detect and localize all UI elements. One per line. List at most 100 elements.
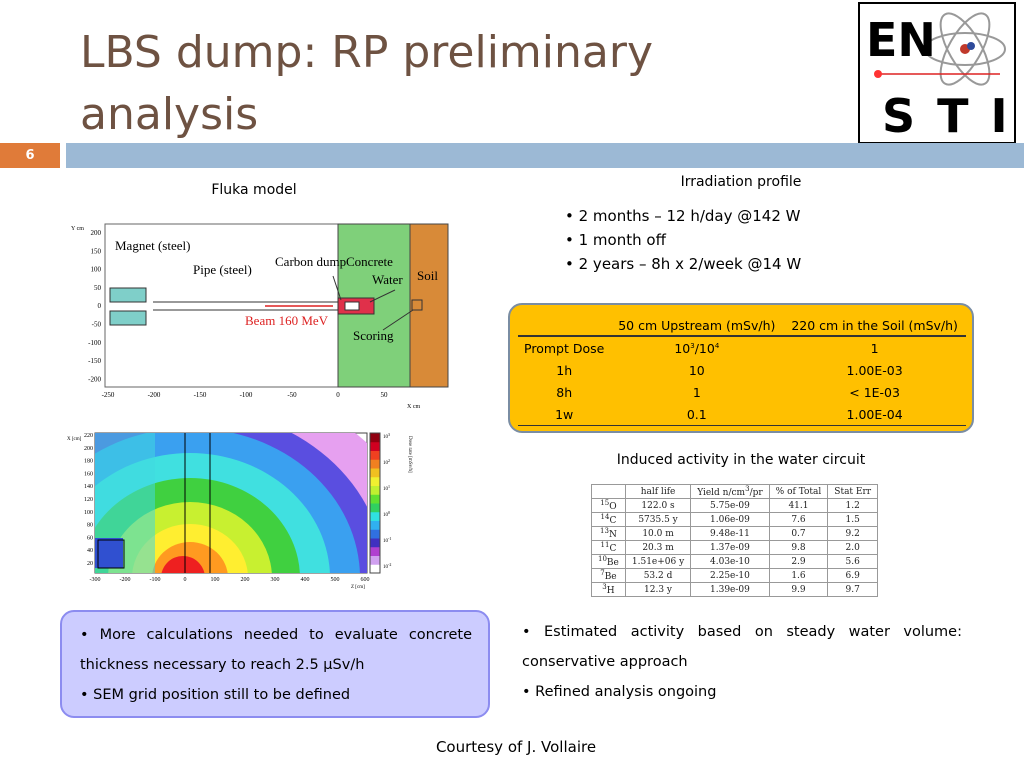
colorbar-step (370, 546, 380, 556)
label: Water (372, 272, 403, 287)
exponent: -1 (388, 536, 391, 541)
y-tick-label: 200 (91, 229, 102, 237)
row: 15O 122.0 s 5.75e-09 41.1 1.2 (591, 498, 879, 513)
exponent: 2 (388, 458, 390, 463)
element-symbol: Be (604, 572, 617, 582)
logo-top: EN (866, 13, 936, 67)
header-cell: half life (624, 484, 692, 499)
colorbar-title: Dose rate [mSv/h] (407, 436, 412, 473)
cell: 2.25e-10 (690, 568, 770, 583)
colorbar-step (370, 459, 380, 469)
header-cell: % of Total (768, 484, 829, 499)
cell: 1.6 (768, 568, 829, 583)
x-tick-label: -50 (287, 391, 297, 399)
arrow (382, 309, 414, 331)
header-row: half life Yield n/cm3/pr % of Total Stat… (591, 484, 879, 499)
axis-label: Y cm (71, 226, 84, 232)
x-tick-label: 0 (184, 577, 187, 583)
slide-title: LBS dump: RP preliminary analysis (80, 27, 653, 140)
cell: 1 (870, 340, 879, 356)
header-cell: Stat Err (827, 484, 879, 499)
x-tick-label: 300 (271, 577, 280, 583)
element-symbol: O (609, 502, 617, 512)
isotope-cell: 10Be (591, 554, 626, 569)
activity-table: half life Yield n/cm3/pr % of Total Stat… (591, 484, 879, 597)
cell: 1.39e-09 (690, 582, 770, 597)
y-tick-label: 100 (84, 510, 93, 516)
band (95, 538, 123, 568)
isotope-cell: 13N (591, 526, 626, 541)
cell: 2.9 (768, 554, 829, 569)
y-tick-label: 150 (91, 247, 102, 255)
row: 7Be 53.2 d 2.25e-10 1.6 6.9 (591, 568, 879, 583)
cell: 6.9 (827, 568, 879, 583)
cell: 103/104 (610, 336, 783, 359)
row: 1h 10 1.00E-03 (518, 359, 966, 381)
cell: 41.1 (768, 498, 829, 513)
y-tick-label: 60 (87, 535, 93, 541)
y-tick-label: 40 (87, 548, 93, 554)
colorbar-step (370, 433, 380, 443)
superscript: 3 (690, 341, 695, 350)
x-tick-label: -250 (102, 391, 115, 399)
y-tick-label: 80 (87, 523, 93, 529)
colorbar-step (370, 494, 380, 504)
element-symbol: C (609, 516, 617, 526)
cell: 5.75e-09 (690, 498, 770, 513)
cell: 1.37e-09 (690, 540, 770, 555)
x-tick-label: 0 (336, 391, 340, 399)
x-tick-label: 500 (331, 577, 340, 583)
label: Carbon dump (275, 254, 346, 269)
label: Scoring (353, 328, 394, 343)
y-tick-label: 20 (87, 561, 93, 567)
x-tick-label: 400 (301, 577, 310, 583)
row: 8h 1 < 1E-03 (518, 381, 966, 403)
bullet: Refined analysis ongoing (522, 677, 962, 707)
arrow (332, 275, 342, 301)
y-tick-label: 220 (84, 433, 93, 439)
base: 10 (383, 461, 389, 466)
colorbar-frame (369, 432, 381, 574)
cell: 1.06e-09 (690, 512, 770, 527)
y-tick-label: 200 (84, 446, 93, 452)
colorbar-step (370, 520, 380, 530)
bullet: Estimated activity based on steady water… (522, 617, 962, 677)
text: 10 (674, 340, 691, 356)
exponent: 3 (388, 432, 390, 437)
colorbar-step (370, 564, 380, 574)
carbon-dump (344, 301, 360, 311)
notes-list: More calculations needed to evaluate con… (80, 620, 472, 710)
element-symbol: H (606, 586, 615, 596)
cell: 1h (556, 362, 573, 378)
row: 14C 5735.5 y 1.06e-09 7.6 1.5 (591, 512, 879, 527)
element-symbol: C (609, 544, 617, 554)
x-tick-label: -300 (90, 577, 101, 583)
orbit (939, 12, 991, 86)
caption: Fluka model (211, 182, 297, 198)
cell: 1w (518, 403, 611, 426)
y-tick-label: -150 (88, 357, 101, 365)
isotope-cell: 7Be (591, 568, 626, 583)
cell: 1.51e+06 y (624, 554, 692, 569)
colorbar-step (370, 503, 380, 513)
base: 10 (383, 487, 389, 492)
mass-number: 14 (600, 513, 610, 521)
arrow (369, 289, 396, 303)
logo: EN STI (858, 2, 1016, 144)
row: Prompt Dose 103/104 1 (518, 336, 966, 359)
orbit (924, 32, 1006, 66)
cell: 8h (556, 384, 573, 400)
mass-number: 11 (600, 541, 610, 549)
base: 10 (383, 539, 389, 544)
bullet: More calculations needed to evaluate con… (80, 620, 472, 680)
element-symbol: Be (606, 558, 619, 568)
x-tick-label: 100 (211, 577, 220, 583)
y-tick-label: 50 (94, 284, 102, 292)
cell: 9.9 (768, 582, 829, 597)
x-tick-label: -200 (120, 577, 131, 583)
label: Pipe (steel) (193, 262, 252, 277)
mass-number: 10 (598, 555, 607, 563)
row: 1w 0.1 1.00E-04 (518, 403, 966, 426)
